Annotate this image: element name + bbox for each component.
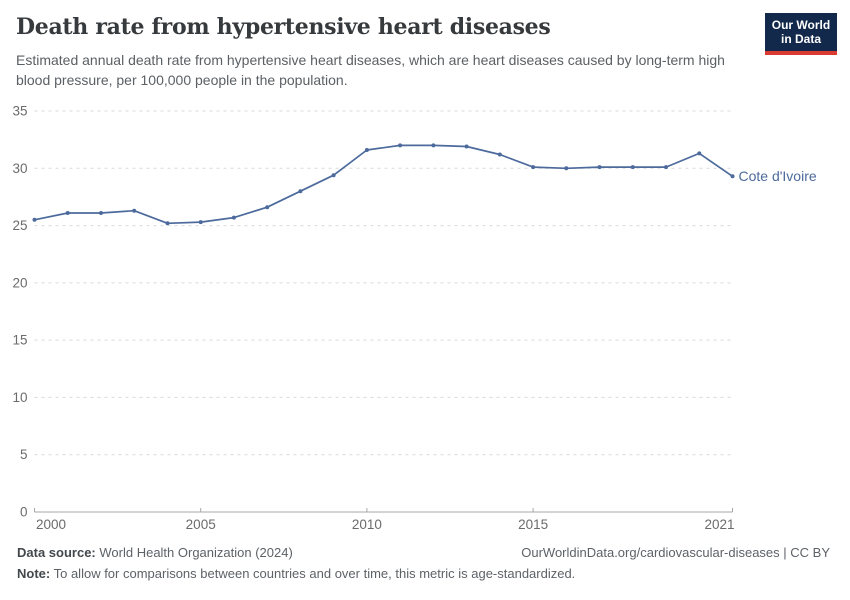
owid-logo-line1: Our World — [771, 18, 831, 32]
attribution-url: OurWorldinData.org/cardiovascular-diseas… — [521, 545, 830, 560]
data-source-value: World Health Organization (2024) — [99, 545, 293, 560]
x-tick-label: 2021 — [704, 517, 734, 532]
data-point — [99, 211, 103, 215]
y-tick-label: 5 — [20, 447, 28, 462]
y-tick-label: 20 — [12, 275, 27, 290]
data-point — [132, 208, 137, 213]
data-point — [265, 205, 270, 210]
data-point — [331, 173, 336, 178]
chart-title: Death rate from hypertensive heart disea… — [16, 14, 551, 40]
y-tick-label: 35 — [12, 104, 27, 119]
owid-logo-line2: in Data — [780, 32, 821, 47]
data-point — [564, 166, 569, 171]
data-point — [364, 148, 369, 152]
data-point — [630, 165, 635, 170]
chart-footer: Data source: World Health Organization (… — [17, 545, 830, 581]
data-point — [231, 215, 236, 220]
data-point — [664, 165, 668, 170]
data-point — [597, 165, 602, 170]
series-end-label: Cote d'Ivoire — [739, 168, 817, 184]
data-point — [65, 211, 70, 215]
data-source-label: Data source: — [17, 545, 96, 560]
y-tick-label: 15 — [12, 333, 27, 348]
x-tick-label: 2015 — [518, 517, 548, 532]
line-chart-canvas[interactable]: 0 5 10 15 20 25 30 35 2000 2005 2010 2015 2021 Cote d… — [0, 90, 850, 542]
data-point — [464, 144, 469, 149]
data-series-line — [33, 144, 734, 225]
x-tick-label: 2005 — [186, 517, 216, 532]
y-tick-label: 30 — [12, 161, 27, 176]
data-point — [298, 189, 303, 194]
y-tick-label: 25 — [12, 218, 27, 233]
data-point — [198, 220, 203, 225]
owid-logo[interactable]: Our World in Data — [765, 13, 837, 55]
x-tick-label: 2010 — [352, 517, 382, 532]
data-source-line: Data source: World Health Organization (… — [17, 545, 293, 560]
data-point — [730, 174, 735, 179]
note-label: Note: — [17, 566, 51, 581]
chart-subtitle: Estimated annual death rate from hyperte… — [16, 52, 725, 88]
data-point — [32, 217, 37, 222]
data-point — [497, 152, 502, 157]
data-point — [697, 151, 702, 156]
data-point — [531, 165, 536, 170]
x-tick-label: 2000 — [36, 517, 66, 532]
data-point — [398, 143, 403, 148]
note-line: Note: To allow for comparisons between c… — [17, 566, 830, 581]
data-point — [431, 143, 436, 148]
y-tick-label: 10 — [12, 390, 27, 405]
y-tick-label: 0 — [20, 505, 28, 520]
data-point — [165, 221, 170, 226]
note-value: To allow for comparisons between countri… — [53, 566, 576, 581]
